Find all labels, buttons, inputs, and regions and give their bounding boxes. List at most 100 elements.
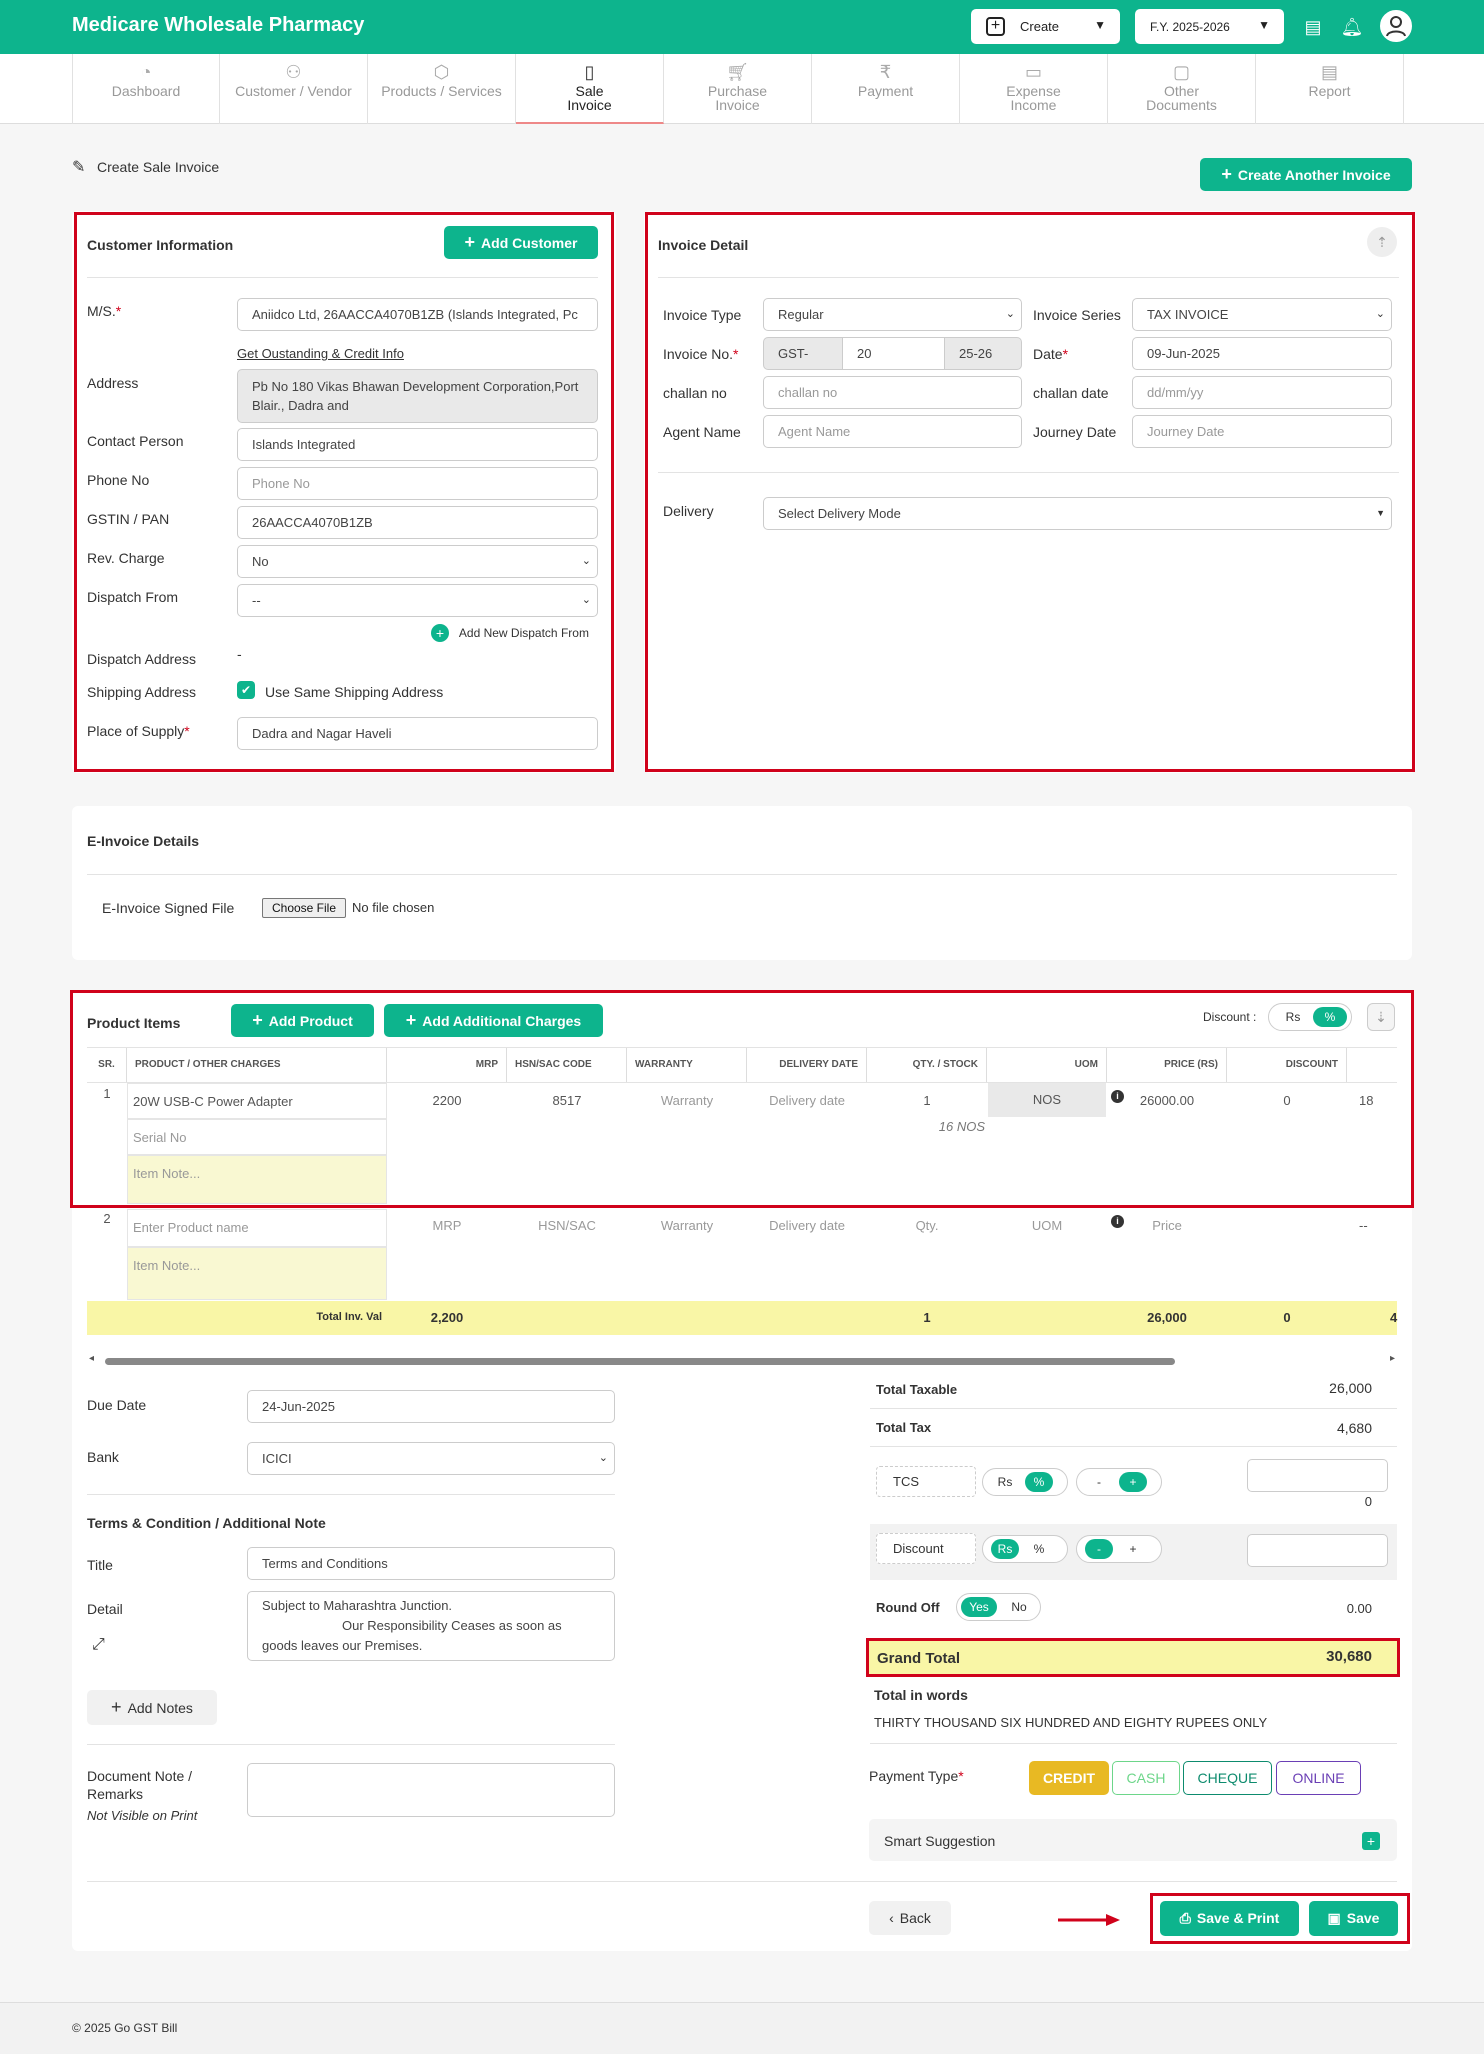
nav-dashboard[interactable]: ◔ Dashboard [72, 54, 220, 124]
invoice-date-input[interactable]: 09-Jun-2025 [1132, 337, 1392, 370]
row1-warranty[interactable]: Warranty [660, 1093, 714, 1108]
payment-cash-button[interactable]: CASH [1112, 1761, 1180, 1795]
discount-pct-option[interactable]: % [1033, 1542, 1045, 1556]
scroll-right-icon[interactable]: ▸ [1389, 1353, 1395, 1364]
journey-date-input[interactable]: Journey Date [1132, 415, 1392, 448]
due-date-input[interactable]: 24-Jun-2025 [247, 1390, 615, 1423]
row1-discount[interactable]: 0 [1283, 1093, 1291, 1108]
chat-icon[interactable]: ▤ [1304, 17, 1322, 37]
gstin-input[interactable]: 26AACCA4070B1ZB [237, 506, 598, 539]
discount-amount-input[interactable] [1247, 1534, 1388, 1567]
scrollbar-thumb[interactable] [105, 1358, 1175, 1365]
discount-rs-option[interactable]: Rs [991, 1539, 1019, 1559]
nav-customer-vendor[interactable]: ⚇ Customer / Vendor [220, 54, 368, 124]
discount-field[interactable]: Discount [876, 1533, 976, 1564]
round-off-toggle[interactable]: Yes No [956, 1593, 1041, 1621]
tcs-minus-option[interactable]: - [1097, 1475, 1101, 1489]
create-dropdown[interactable]: + Create ▼ [971, 9, 1120, 44]
delivery-mode-select[interactable]: Select Delivery Mode ▼ [763, 497, 1392, 530]
nav-payment[interactable]: ₹ Payment [812, 54, 960, 124]
nav-purchase-invoice[interactable]: 🛒︎ Purchase Invoice [664, 54, 812, 124]
choose-file-button[interactable]: Choose File [262, 898, 346, 918]
tcs-rs-option[interactable]: Rs [997, 1475, 1013, 1489]
address-textarea[interactable]: Pb No 180 Vikas Bhawan Development Corpo… [237, 369, 598, 423]
payment-credit-button[interactable]: CREDIT [1029, 1761, 1109, 1795]
discount-mode-toggle-total[interactable]: Rs % [982, 1535, 1068, 1563]
terms-detail-textarea[interactable]: Subject to Maharashtra Junction. Our Res… [247, 1591, 615, 1661]
row2-product-input[interactable]: Enter Product name [127, 1209, 387, 1247]
round-off-no-option[interactable]: No [1011, 1600, 1027, 1614]
add-dispatch-button[interactable]: + Add New Dispatch From [431, 624, 589, 643]
row2-price[interactable]: Price [1152, 1218, 1182, 1233]
row2-delivery-date[interactable]: Delivery date [769, 1218, 845, 1233]
tcs-sign-toggle[interactable]: - + [1076, 1468, 1162, 1496]
outstanding-credit-link[interactable]: Get Oustanding & Credit Info [237, 346, 404, 361]
back-button[interactable]: ‹ Back [869, 1901, 951, 1935]
agent-name-input[interactable]: Agent Name [763, 415, 1022, 448]
tcs-field[interactable]: TCS [876, 1466, 976, 1497]
row2-mrp[interactable]: MRP [432, 1218, 462, 1233]
place-of-supply-input[interactable]: Dadra and Nagar Haveli [237, 717, 598, 750]
row2-uom[interactable]: UOM [1031, 1218, 1063, 1233]
round-off-yes-option[interactable]: Yes [961, 1597, 997, 1617]
add-additional-charges-button[interactable]: + Add Additional Charges [384, 1004, 603, 1037]
invoice-type-select[interactable]: Regular ⌄ [763, 298, 1022, 331]
row1-mrp[interactable]: 2200 [432, 1093, 462, 1108]
smart-suggestion-bar[interactable] [869, 1819, 1397, 1861]
row1-uom[interactable]: NOS [988, 1083, 1106, 1117]
discount-sign-toggle[interactable]: - + [1076, 1535, 1162, 1563]
info-icon[interactable]: i [1111, 1090, 1124, 1103]
nav-report[interactable]: ▤ Report [1256, 54, 1404, 124]
terms-title-input[interactable]: Terms and Conditions [247, 1547, 615, 1580]
disc-pct-option[interactable]: % [1313, 1007, 1347, 1027]
row1-serial-input[interactable]: Serial No [127, 1119, 387, 1155]
rev-charge-select[interactable]: No ⌄ [237, 545, 598, 578]
expand-plus-icon[interactable]: + [1362, 1832, 1380, 1850]
nav-sale-invoice[interactable]: ▯ Sale Invoice [516, 54, 664, 124]
payment-cheque-button[interactable]: CHEQUE [1183, 1761, 1272, 1795]
dispatch-from-select[interactable]: -- ⌄ [237, 584, 598, 617]
contact-person-input[interactable]: Islands Integrated [237, 428, 598, 461]
row1-tax[interactable]: 18 [1359, 1093, 1374, 1108]
collapse-icon[interactable]: ⇡ [1367, 227, 1397, 257]
payment-online-button[interactable]: ONLINE [1276, 1761, 1361, 1795]
expand-icon[interactable]: ⤢ [92, 1636, 105, 1653]
nav-expense-income[interactable]: ▭ Expense Income [960, 54, 1108, 124]
user-avatar-icon[interactable] [1380, 10, 1412, 42]
discount-mode-toggle[interactable]: Rs % [1268, 1003, 1352, 1031]
row1-price[interactable]: 26000.00 [1139, 1093, 1195, 1108]
row2-tax[interactable]: -- [1359, 1218, 1368, 1233]
tcs-plus-option[interactable]: + [1119, 1472, 1147, 1492]
row1-product-input[interactable]: 20W USB-C Power Adapter [127, 1083, 387, 1119]
invoice-series-select[interactable]: TAX INVOICE ⌄ [1132, 298, 1392, 331]
add-notes-button[interactable]: + Add Notes [87, 1690, 217, 1725]
add-product-button[interactable]: + Add Product [231, 1004, 374, 1037]
row1-hsn[interactable]: 8517 [552, 1093, 582, 1108]
fy-dropdown[interactable]: F.Y. 2025-2026 ▼ [1135, 9, 1284, 44]
horizontal-scrollbar[interactable]: ◂ ▸ [87, 1353, 1397, 1367]
phone-input[interactable]: Phone No [237, 467, 598, 500]
bell-icon[interactable]: 🔔︎ [1340, 17, 1364, 37]
row1-qty[interactable]: 1 [923, 1093, 931, 1108]
create-another-invoice-button[interactable]: + Create Another Invoice [1200, 158, 1412, 191]
bank-select[interactable]: ICICI ⌄ [247, 1442, 615, 1475]
scroll-left-icon[interactable]: ◂ [89, 1353, 95, 1364]
save-button[interactable]: ▣ Save [1309, 1901, 1398, 1936]
challan-no-input[interactable]: challan no [763, 376, 1022, 409]
nav-other-documents[interactable]: ▢ Other Documents [1108, 54, 1256, 124]
tcs-mode-toggle[interactable]: Rs % [982, 1468, 1068, 1496]
row2-item-note[interactable]: Item Note... [127, 1247, 387, 1300]
tcs-pct-option[interactable]: % [1025, 1472, 1053, 1492]
invoice-number-input[interactable]: 20 [842, 337, 945, 370]
info-icon[interactable]: i [1111, 1215, 1124, 1228]
row2-warranty[interactable]: Warranty [660, 1218, 714, 1233]
disc-rs-option[interactable]: Rs [1285, 1010, 1301, 1024]
save-print-button[interactable]: ⎙ Save & Print [1160, 1901, 1299, 1936]
discount-minus-option[interactable]: - [1085, 1539, 1113, 1559]
column-settings-icon[interactable]: ⇣ [1367, 1003, 1395, 1031]
customer-name-input[interactable]: Aniidco Ltd, 26AACCA4070B1ZB (Islands In… [237, 298, 598, 331]
challan-date-input[interactable]: dd/mm/yy [1132, 376, 1392, 409]
row1-item-note[interactable]: Item Note... [127, 1155, 387, 1204]
row2-qty[interactable]: Qty. [915, 1218, 939, 1233]
document-note-textarea[interactable] [247, 1763, 615, 1817]
